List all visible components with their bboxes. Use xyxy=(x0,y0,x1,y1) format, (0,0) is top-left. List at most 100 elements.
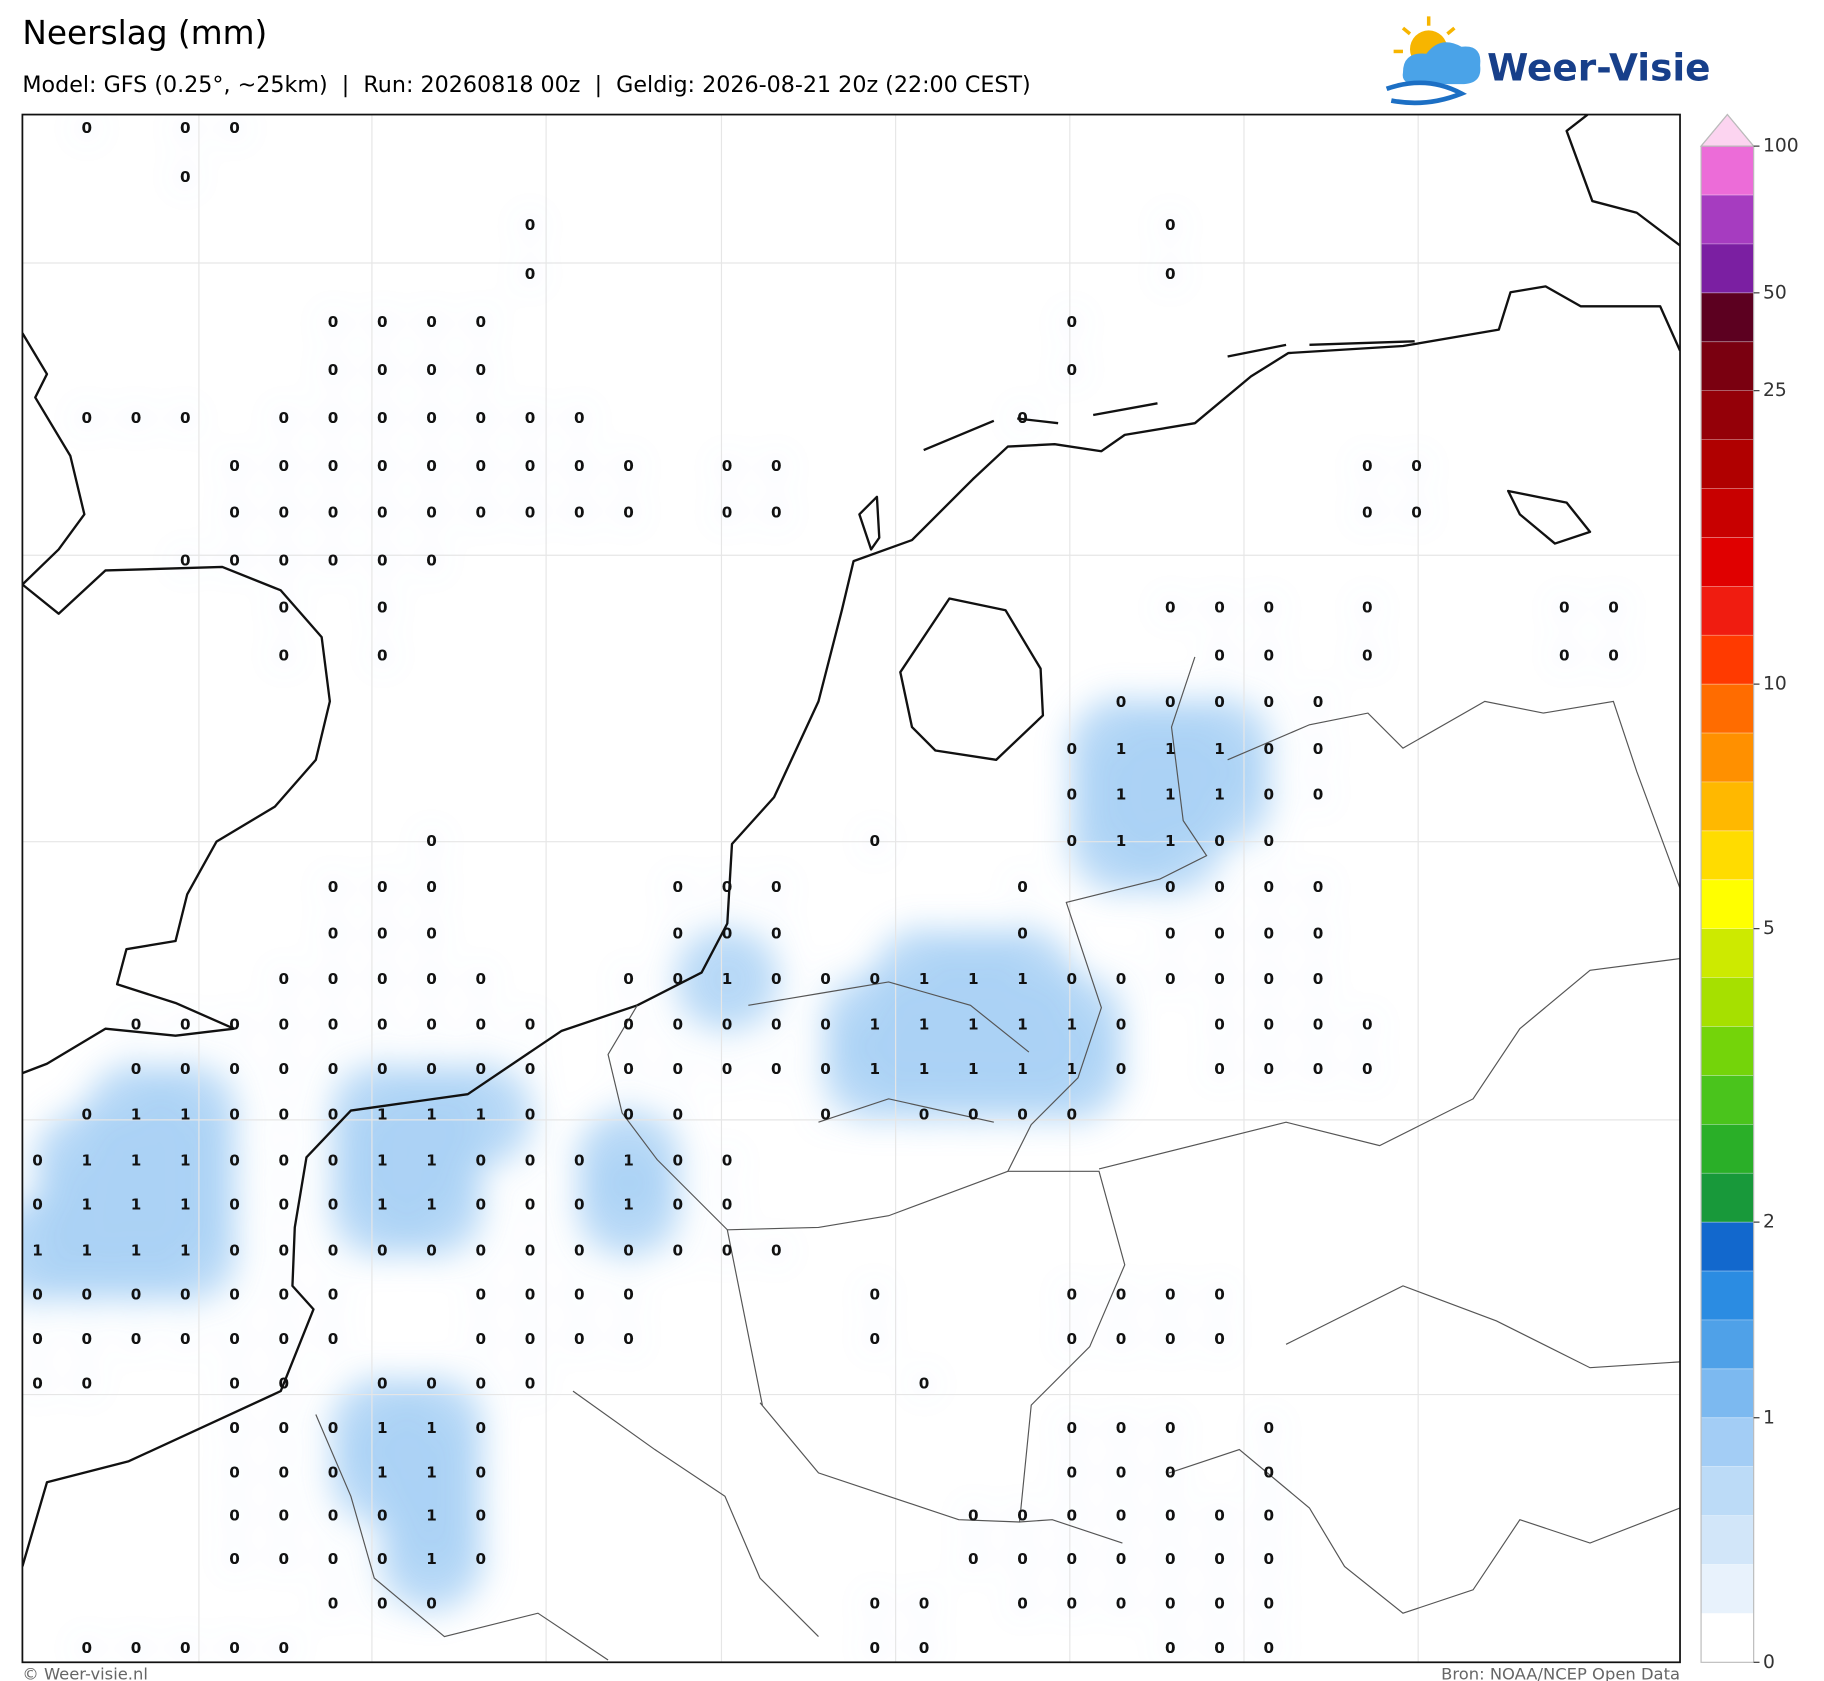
precip-cell xyxy=(272,1416,296,1441)
grid-value: 0 xyxy=(328,970,339,988)
coastlines xyxy=(22,114,1681,1567)
grid-value: 0 xyxy=(1165,216,1176,234)
grid-value: 1 xyxy=(1165,740,1176,758)
grid-value: 0 xyxy=(377,1507,388,1525)
precip-cell xyxy=(1257,1057,1281,1082)
grid-value: 0 xyxy=(1264,1419,1275,1437)
grid-value: 0 xyxy=(525,409,536,427)
grid-value: 0 xyxy=(377,313,388,331)
grid-value: 0 xyxy=(1116,1594,1127,1612)
precip-cell xyxy=(272,1283,296,1307)
precip-cell xyxy=(222,1372,247,1396)
grid-value: 1 xyxy=(426,1463,437,1481)
grid-value: 0 xyxy=(476,1286,487,1304)
grid-value: 0 xyxy=(131,1016,142,1034)
precip-cell xyxy=(764,875,789,899)
grid-value: 0 xyxy=(279,1330,290,1348)
precip-cell xyxy=(370,967,395,992)
logo-text: Weer-Visie xyxy=(1487,46,1710,90)
precip-cell xyxy=(666,875,690,899)
precip-cell xyxy=(222,1461,247,1485)
precip-cell xyxy=(518,406,542,431)
grid-value: 0 xyxy=(1067,1507,1078,1525)
precip-cell xyxy=(616,454,641,479)
grid-value: 0 xyxy=(279,970,290,988)
grid-value: 0 xyxy=(673,1196,684,1214)
precip-cell xyxy=(1060,1504,1084,1528)
grid-value: 0 xyxy=(623,1106,634,1124)
grid-value: 0 xyxy=(1165,1550,1176,1568)
precip-cell xyxy=(370,644,395,668)
precip-cell xyxy=(272,1193,296,1217)
grid-value: 0 xyxy=(1214,925,1225,943)
precip-cell xyxy=(1306,783,1330,807)
grid-value: 0 xyxy=(870,1286,881,1304)
colorbar-segment xyxy=(1701,1466,1754,1516)
grid-value: 0 xyxy=(1067,1286,1078,1304)
grid-value: 1 xyxy=(426,1507,437,1525)
grid-value: 0 xyxy=(1165,1594,1176,1612)
grid-value: 0 xyxy=(377,1375,388,1393)
precip-cell xyxy=(272,1103,296,1127)
precip-cell xyxy=(469,1461,493,1485)
grid-value: 0 xyxy=(820,1016,831,1034)
grid-value: 0 xyxy=(1165,970,1176,988)
grid-value: 0 xyxy=(476,504,487,522)
colorbar-segment xyxy=(1701,390,1754,440)
precip-cell xyxy=(25,1283,50,1307)
grid-value: 0 xyxy=(279,598,290,616)
precip-cell xyxy=(1207,967,1232,992)
precip-cell xyxy=(1060,310,1084,335)
precip-cell xyxy=(469,1416,493,1441)
colorbar-outline xyxy=(1700,113,1755,1663)
precip-cell xyxy=(863,1283,887,1307)
precip-cell xyxy=(764,1013,789,1037)
grid-value: 0 xyxy=(476,1241,487,1259)
grid-value: 0 xyxy=(229,1060,240,1078)
grid-value: 0 xyxy=(426,504,437,522)
precip-cell xyxy=(1257,922,1281,946)
grid-value: 0 xyxy=(1313,925,1324,943)
footer-credit: © Weer-visie.nl xyxy=(22,1665,148,1681)
precip-cell xyxy=(863,1636,887,1660)
precip-cell xyxy=(272,501,296,525)
grid-value: 0 xyxy=(1264,970,1275,988)
grid-value: 0 xyxy=(1165,598,1176,616)
precip-cell xyxy=(1257,1592,1281,1616)
precip-cell xyxy=(75,1636,99,1660)
precip-cell xyxy=(863,1327,887,1352)
precip-cell xyxy=(518,1372,542,1396)
grid-value: 0 xyxy=(82,1106,93,1124)
grid-value: 0 xyxy=(1116,1330,1127,1348)
precip-cell xyxy=(419,922,444,946)
grid-value: 0 xyxy=(1017,1550,1028,1568)
precip-cell xyxy=(1109,1057,1133,1082)
precip-cell xyxy=(1109,1592,1133,1616)
colorbar-segment xyxy=(1701,341,1754,391)
precip-cell xyxy=(1552,596,1577,620)
grid-value: 1 xyxy=(623,1196,634,1214)
grid-value: 0 xyxy=(623,970,634,988)
precip-cell xyxy=(419,358,444,383)
grid-value: 0 xyxy=(426,925,437,943)
grid-value: 0 xyxy=(1067,1419,1078,1437)
precip-cell xyxy=(675,928,779,1032)
grid-value: 0 xyxy=(1214,832,1225,850)
precip-cell xyxy=(764,1239,789,1263)
precip-cell xyxy=(1257,1504,1281,1528)
grid-value: 0 xyxy=(377,878,388,896)
grid-value: 0 xyxy=(525,1060,536,1078)
precip-cell xyxy=(222,1416,247,1441)
precip-cell xyxy=(1158,1636,1183,1660)
precip-cell xyxy=(370,1013,395,1037)
grid-value: 1 xyxy=(426,1419,437,1437)
precip-cell xyxy=(321,310,345,335)
grid-value: 0 xyxy=(476,1196,487,1214)
precip-cell xyxy=(1060,1547,1084,1572)
precip-cell xyxy=(1601,596,1626,620)
grid-value: 0 xyxy=(1411,504,1422,522)
precip-cell xyxy=(469,1504,493,1528)
precip-cell xyxy=(1257,644,1281,668)
grid-value: 0 xyxy=(426,832,437,850)
grid-value: 0 xyxy=(426,878,437,896)
